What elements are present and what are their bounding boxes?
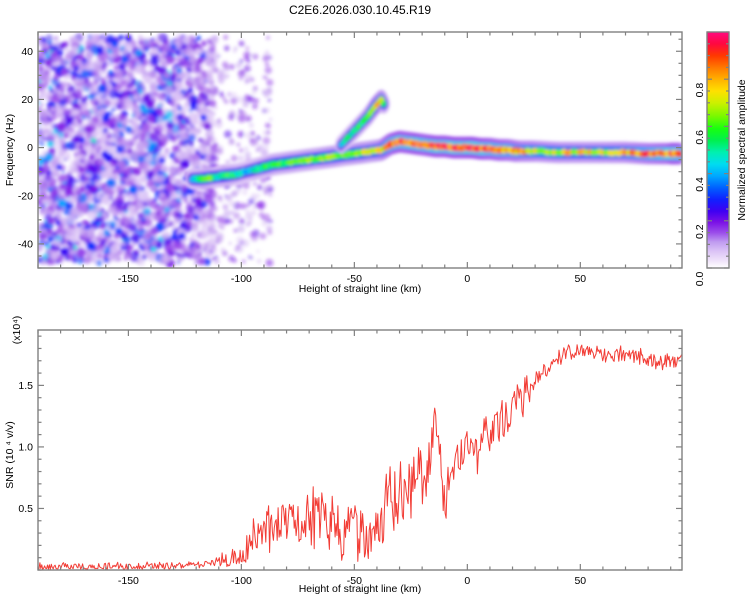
svg-text:-150: -150	[118, 575, 139, 587]
svg-text:-100: -100	[231, 575, 252, 587]
svg-text:1.0: 1.0	[18, 442, 33, 454]
svg-text:0.8: 0.8	[694, 83, 706, 98]
svg-text:0: 0	[27, 142, 33, 154]
svg-text:40: 40	[21, 46, 33, 58]
snr-panel: -150-100-50050 0.51.01.5 Height of strai…	[4, 316, 682, 595]
svg-text:1.5: 1.5	[18, 380, 33, 392]
svg-text:-150: -150	[118, 273, 139, 285]
svg-text:0.0: 0.0	[694, 271, 706, 286]
spectrogram-panel: -150-100-50050 40200-20-40 Height of str…	[4, 32, 687, 295]
svg-text:-20: -20	[18, 190, 33, 202]
svg-text:50: 50	[574, 273, 586, 285]
snr-xaxis-label: Height of straight line (km)	[299, 583, 422, 595]
svg-text:-40: -40	[18, 239, 33, 251]
svg-text:0.5: 0.5	[18, 503, 33, 515]
snr-exponent-label: (x10⁴)	[11, 316, 23, 344]
svg-text:0.6: 0.6	[694, 130, 706, 145]
colorbar-gradient	[707, 32, 729, 268]
svg-text:0: 0	[464, 273, 470, 285]
snr-yaxis-label: SNR (10 ⁴ v/v)	[4, 421, 16, 489]
svg-text:20: 20	[21, 94, 33, 106]
svg-text:0.4: 0.4	[694, 177, 706, 192]
svg-text:-100: -100	[231, 273, 252, 285]
spectrogram-xaxis-label: Height of straight line (km)	[299, 283, 422, 295]
figure-title: C2E6.2026.030.10.45.R19	[289, 3, 431, 17]
svg-text:50: 50	[574, 575, 586, 587]
colorbar-label: Normalized spectral amplitude	[736, 79, 748, 220]
spectrogram-yaxis-label: Frequency (Hz)	[4, 114, 16, 186]
svg-text:0.2: 0.2	[694, 224, 706, 239]
svg-text:0: 0	[464, 575, 470, 587]
figure-root: C2E6.2026.030.10.45.R19 -150-100-50050 4…	[0, 0, 750, 600]
